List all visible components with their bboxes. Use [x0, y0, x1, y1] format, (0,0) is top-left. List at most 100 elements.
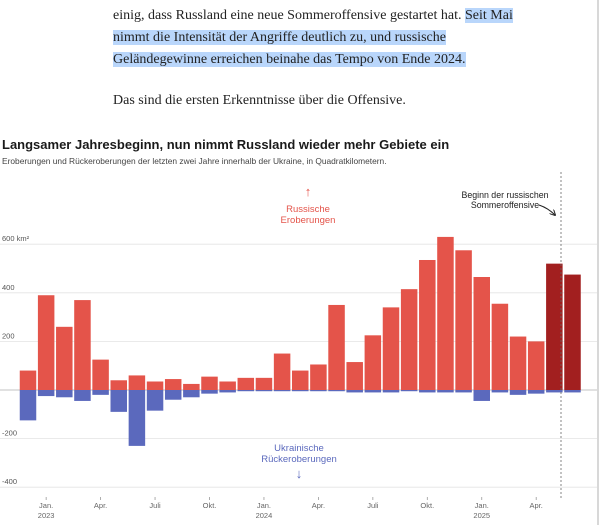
bar-ukrainian: [491, 390, 509, 393]
y-axis: 600 km² 400 200 -200 -400: [2, 234, 30, 486]
y-tick-label: -400: [2, 477, 17, 486]
bar-russian: [546, 263, 563, 390]
bar-russian: [237, 377, 255, 390]
bar-ukrainian: [110, 390, 127, 412]
bar-ukrainian: [273, 390, 291, 392]
article-line-2: nimmt die Intensität der Angriffe deutli…: [113, 27, 446, 48]
chart-bars: [19, 236, 581, 446]
ukrainian-annotation-line-1: Ukrainische: [274, 443, 324, 454]
offensive-annotation-line-2: Sommeroffensive: [471, 200, 539, 210]
bar-ukrainian: [255, 390, 273, 392]
y-tick-label: 200: [2, 331, 15, 340]
bar-russian: [491, 303, 509, 390]
article-highlight-line-2: nimmt die Intensität der Angriffe deutli…: [113, 30, 446, 45]
bar-ukrainian: [546, 390, 563, 393]
bar-russian: [455, 250, 472, 390]
bar-ukrainian: [527, 390, 545, 394]
bar-ukrainian: [74, 390, 91, 401]
bar-russian: [92, 359, 109, 390]
chart-title: Langsamer Jahresbeginn, nun nimmt Russla…: [2, 137, 450, 152]
bar-ukrainian: [164, 390, 182, 400]
bar-russian: [37, 295, 55, 390]
russian-up-arrow: ↑: [305, 184, 312, 199]
x-tick-label: Okt.: [203, 501, 217, 510]
bar-russian: [164, 379, 182, 390]
bar-russian: [74, 300, 91, 390]
russian-annotation-line-2: Eroberungen: [281, 215, 336, 226]
bar-ukrainian: [509, 390, 527, 395]
bar-russian: [400, 289, 418, 390]
bar-russian: [437, 236, 454, 390]
chart-subtitle: Eroberungen und Rückeroberungen der letz…: [2, 156, 387, 166]
bar-russian: [110, 380, 127, 390]
x-tick-label: Jan.: [39, 501, 53, 510]
bar-russian: [56, 326, 73, 390]
bar-russian: [146, 381, 164, 390]
y-tick-label: 600 km²: [2, 234, 30, 243]
bar-ukrainian: [219, 390, 236, 393]
bar-russian: [292, 370, 309, 390]
x-tick-label: Juli: [149, 501, 161, 510]
x-tick-label: Jan.: [257, 501, 271, 510]
bar-russian: [201, 376, 218, 390]
y-tick-label: 400: [2, 283, 15, 292]
bar-ukrainian: [455, 390, 472, 393]
scrollbar-edge: [597, 0, 599, 525]
bar-russian: [310, 364, 327, 390]
bar-ukrainian: [437, 390, 454, 393]
bar-ukrainian: [382, 390, 400, 393]
russian-annotation-line-1: Russische: [286, 204, 330, 215]
article-highlight-line-3: Geländegewinne erreichen beinahe das Tem…: [113, 52, 466, 67]
bar-russian: [219, 381, 236, 390]
bar-russian: [527, 341, 545, 390]
article-line-1-text: einig, dass Russland eine neue Sommeroff…: [113, 8, 462, 23]
bar-russian: [128, 375, 146, 390]
bar-russian: [509, 336, 527, 390]
bar-russian: [473, 277, 490, 390]
article-line-1: einig, dass Russland eine neue Sommeroff…: [113, 5, 513, 26]
offensive-annotation-line-1: Beginn der russischen: [461, 190, 548, 200]
x-tick-label: Apr.: [312, 501, 325, 510]
bar-ukrainian: [364, 390, 382, 393]
bar-russian: [419, 259, 436, 390]
bar-ukrainian: [400, 390, 418, 392]
bar-ukrainian: [292, 390, 309, 392]
bar-ukrainian: [419, 390, 436, 393]
offensive-arrow: [538, 204, 555, 215]
x-tick-label: Jan.: [475, 501, 489, 510]
bar-russian: [382, 307, 400, 390]
x-tick-year-label: 2023: [38, 511, 55, 520]
bar-ukrainian: [201, 390, 218, 394]
bar-russian: [564, 274, 581, 390]
bar-ukrainian: [310, 390, 327, 392]
bar-ukrainian: [346, 390, 363, 393]
bar-ukrainian: [92, 390, 109, 395]
bar-ukrainian: [237, 390, 255, 392]
bar-russian: [255, 377, 273, 390]
bar-russian: [346, 362, 363, 390]
ukrainian-down-arrow: ↓: [296, 466, 303, 481]
bar-russian: [183, 383, 200, 390]
x-tick-year-label: 2025: [473, 511, 490, 520]
x-tick-label: Juli: [367, 501, 379, 510]
bar-ukrainian: [56, 390, 73, 398]
bar-russian: [19, 370, 37, 390]
bar-ukrainian: [564, 390, 581, 393]
bar-russian: [273, 353, 291, 390]
article-line-3: Geländegewinne erreichen beinahe das Tem…: [113, 49, 466, 70]
bar-ukrainian: [37, 390, 55, 397]
bar-ukrainian: [146, 390, 164, 411]
x-tick-label: Okt.: [420, 501, 434, 510]
x-tick-year-label: 2024: [256, 511, 273, 520]
x-tick-label: Apr.: [94, 501, 107, 510]
bar-ukrainian: [473, 390, 490, 401]
ukrainian-annotation-line-2: Rückeroberungen: [261, 454, 337, 465]
bar-ukrainian: [19, 390, 37, 421]
y-tick-label: -200: [2, 429, 17, 438]
bar-russian: [328, 304, 345, 390]
x-tick-label: Apr.: [530, 501, 543, 510]
bar-russian: [364, 335, 382, 390]
article-highlight-start: Seit Mai: [465, 8, 513, 23]
